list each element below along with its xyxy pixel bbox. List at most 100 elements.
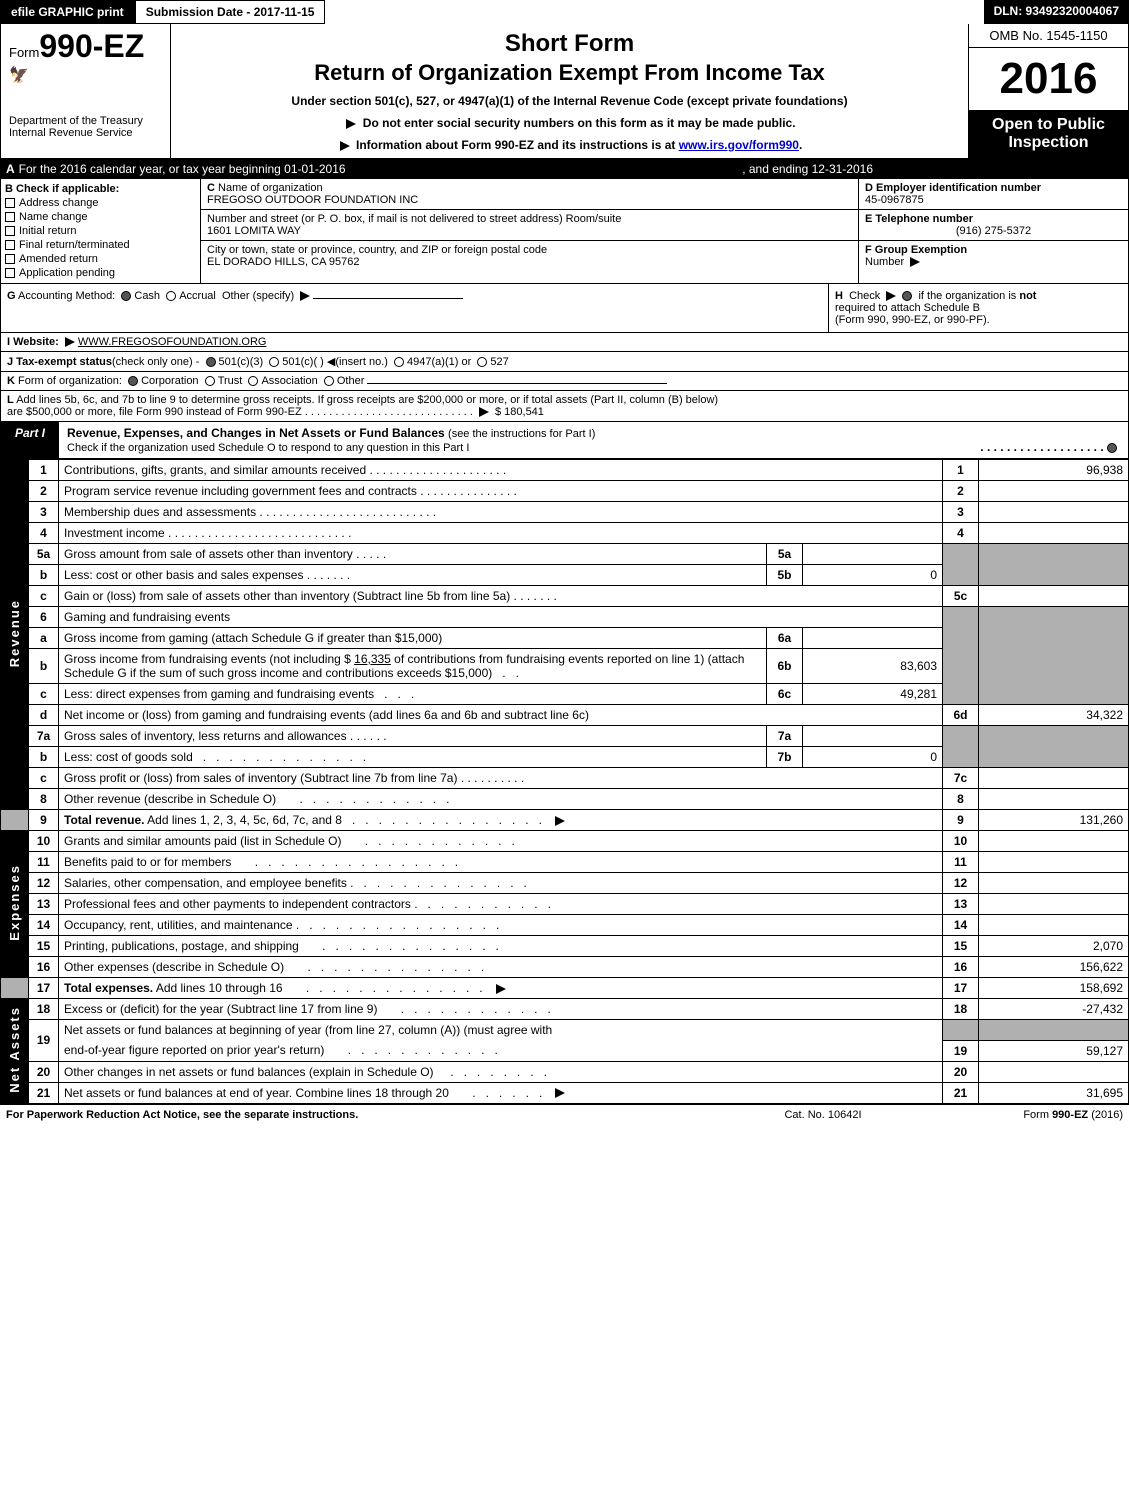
- line-6c-subval: 49,281: [803, 684, 943, 705]
- line-15-box: 15: [943, 936, 979, 957]
- radio-4947[interactable]: [394, 357, 404, 367]
- line-9-box: 9: [943, 810, 979, 831]
- line-8-amount: [979, 789, 1129, 810]
- line-17-num: 17: [29, 978, 59, 999]
- h-text3: required to attach Schedule B: [835, 302, 980, 314]
- efile-print-button[interactable]: efile GRAPHIC print: [0, 0, 135, 24]
- line-5b-subnum: 5b: [767, 565, 803, 586]
- line-2-amount: [979, 481, 1129, 502]
- radio-corporation[interactable]: [128, 376, 138, 386]
- line-a-text1: For the 2016 calendar year, or tax year …: [19, 162, 346, 176]
- radio-501c3[interactable]: [206, 357, 216, 367]
- bullet-icon: [496, 984, 506, 994]
- part-1-title-text: Revenue, Expenses, and Changes in Net As…: [67, 426, 445, 440]
- box-g: G Accounting Method: Cash Accrual Other …: [1, 284, 828, 332]
- line-6c-desc: Less: direct expenses from gaming and fu…: [59, 684, 767, 705]
- line-10-box: 10: [943, 831, 979, 852]
- radio-527[interactable]: [477, 357, 487, 367]
- line-7c-desc: Gross profit or (loss) from sales of inv…: [59, 768, 943, 789]
- line-19-amount: 59,127: [979, 1040, 1129, 1061]
- line-14-num: 14: [29, 915, 59, 936]
- line-17-amount: 158,692: [979, 978, 1129, 999]
- radio-association[interactable]: [248, 376, 258, 386]
- corp-label: Corporation: [141, 375, 198, 387]
- chk-schedule-o[interactable]: [1107, 443, 1117, 453]
- other-org-input[interactable]: [367, 383, 667, 384]
- phone-label: E Telephone number: [865, 213, 973, 225]
- line-11-desc: Benefits paid to or for members . . . . …: [59, 852, 943, 873]
- submission-date: Submission Date - 2017-11-15: [135, 0, 326, 24]
- line-6b-subval: 83,603: [803, 649, 943, 684]
- 501c-label: 501(c)( ): [282, 356, 324, 368]
- h-text2: if the organization is: [918, 290, 1016, 302]
- line-6a-subnum: 6a: [767, 628, 803, 649]
- l-label: L: [7, 394, 14, 406]
- line-21-amount: 31,695: [979, 1082, 1129, 1103]
- chk-initial-return[interactable]: Initial return: [5, 225, 196, 237]
- line-21-box: 21: [943, 1082, 979, 1103]
- radio-accrual[interactable]: [166, 291, 176, 301]
- group-exemption-label: F Group Exemption: [865, 244, 967, 256]
- bullet-icon: [65, 337, 75, 347]
- line-15-amount: 2,070: [979, 936, 1129, 957]
- chk-application-pending[interactable]: Application pending: [5, 267, 196, 279]
- row-i-website: I Website: WWW.FREGOSOFOUNDATION.ORG: [0, 333, 1129, 352]
- line-5c-num: c: [29, 586, 59, 607]
- l-text2: are $500,000 or more, file Form 990 inst…: [7, 406, 302, 418]
- 501c3-label: 501(c)(3): [219, 356, 264, 368]
- dln-label: DLN: 93492320004067: [984, 0, 1129, 24]
- line-7b-num: b: [29, 747, 59, 768]
- irs-link[interactable]: www.irs.gov/form990: [679, 138, 799, 152]
- line-6a-subval: [803, 628, 943, 649]
- radio-schedule-b[interactable]: [902, 291, 912, 301]
- line-5b-desc: Less: cost or other basis and sales expe…: [59, 565, 767, 586]
- line-5a-num: 5a: [29, 544, 59, 565]
- line-19-shaded-amt: [979, 1020, 1129, 1041]
- form-ref: Form 990-EZ (2016): [923, 1109, 1123, 1121]
- org-name: FREGOSO OUTDOOR FOUNDATION INC: [207, 194, 418, 206]
- line-7a-subnum: 7a: [767, 726, 803, 747]
- other-input[interactable]: [313, 298, 463, 299]
- line-2-box: 2: [943, 481, 979, 502]
- sidebar-gap-2: [1, 978, 29, 999]
- chk-final-return[interactable]: Final return/terminated: [5, 239, 196, 251]
- line-12-box: 12: [943, 873, 979, 894]
- open-to-public: Open to Public Inspection: [969, 110, 1128, 158]
- accounting-method-label: Accounting Method:: [18, 290, 115, 302]
- line-3-box: 3: [943, 502, 979, 523]
- b-header: Check if applicable:: [16, 183, 119, 195]
- radio-other-org[interactable]: [324, 376, 334, 386]
- open-line1: Open to Public: [973, 116, 1124, 134]
- ein-value: 45-0967875: [865, 194, 924, 206]
- chk-amended-return[interactable]: Amended return: [5, 253, 196, 265]
- form-990ez: 990-EZ: [39, 28, 144, 64]
- line-3-num: 3: [29, 502, 59, 523]
- bullet-icon: [346, 119, 356, 129]
- radio-cash[interactable]: [121, 291, 131, 301]
- part-1-sub2: Check if the organization used Schedule …: [67, 442, 469, 454]
- g-label: G: [7, 290, 16, 302]
- line-6b-subnum: 6b: [767, 649, 803, 684]
- phone-value: (916) 275-5372: [865, 225, 1122, 237]
- website-value[interactable]: WWW.FREGOSOFOUNDATION.ORG: [78, 336, 267, 348]
- line-20-amount: [979, 1061, 1129, 1082]
- revenue-sidebar: Revenue: [1, 460, 29, 810]
- line-3-amount: [979, 502, 1129, 523]
- line-5b-subval: 0: [803, 565, 943, 586]
- line-5-shaded: [943, 544, 979, 586]
- line-20-box: 20: [943, 1061, 979, 1082]
- line-5a-subval: [803, 544, 943, 565]
- line-6d-desc: Net income or (loss) from gaming and fun…: [59, 705, 943, 726]
- form-number: Form990-EZ: [9, 28, 162, 65]
- chk-address-change[interactable]: Address change: [5, 197, 196, 209]
- line-7a-subval: [803, 726, 943, 747]
- chk-name-change[interactable]: Name change: [5, 211, 196, 223]
- radio-501c[interactable]: [269, 357, 279, 367]
- line-1-amount: 96,938: [979, 460, 1129, 481]
- radio-trust[interactable]: [205, 376, 215, 386]
- chk-label: Initial return: [19, 225, 76, 237]
- section-b-through-f: B Check if applicable: Address change Na…: [0, 179, 1129, 284]
- cat-no: Cat. No. 10642I: [723, 1109, 923, 1121]
- line-5a-desc: Gross amount from sale of assets other t…: [59, 544, 767, 565]
- line-8-box: 8: [943, 789, 979, 810]
